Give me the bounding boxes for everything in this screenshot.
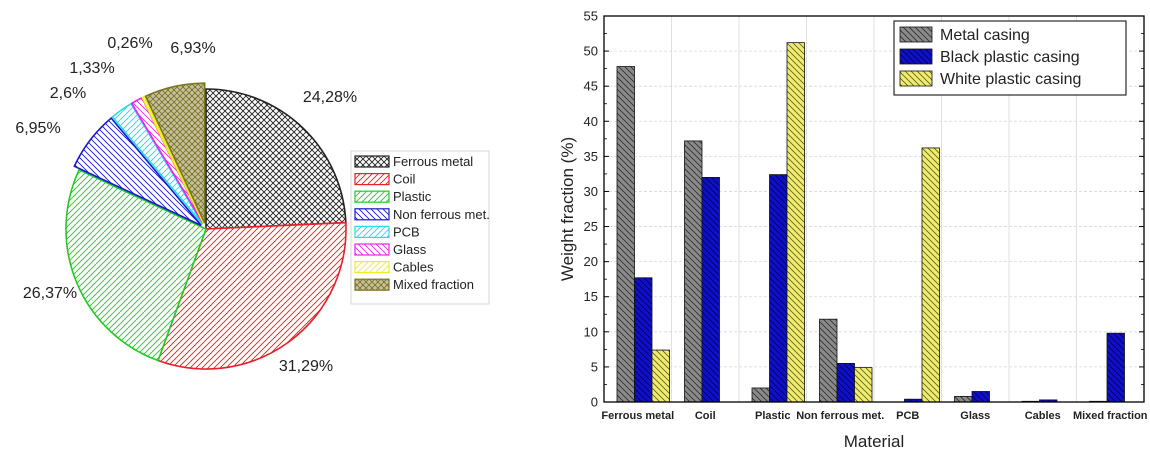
pie-legend-swatch-non-ferrous-met xyxy=(354,208,390,221)
pie-slice-cables xyxy=(141,95,205,224)
bar-legend-label-black-plastic-casing: Black plastic casing xyxy=(940,49,1080,66)
pie-slice-mixed-fraction xyxy=(144,82,206,224)
pie-label-mixed-fraction: 6,93% xyxy=(170,40,215,57)
pie-label-plastic: 26,37% xyxy=(23,285,77,302)
x-tick-label-coil: Coil xyxy=(695,410,716,422)
y-tick-label: 15 xyxy=(584,289,598,304)
pie-legend-label-pcb: PCB xyxy=(393,224,420,239)
bar-white-plastic-casing-non-ferrous-met xyxy=(854,367,873,403)
bar-metal-casing-plastic xyxy=(751,387,770,403)
bar-metal-casing-non-ferrous-met xyxy=(819,318,838,403)
bar-black-plastic-casing-mixed-fraction xyxy=(1106,332,1125,403)
y-tick-label: 50 xyxy=(584,44,598,59)
bar-black-plastic-casing-coil xyxy=(701,177,720,403)
y-tick-label: 55 xyxy=(584,9,598,24)
bar-legend-label-white-plastic-casing: White plastic casing xyxy=(940,71,1081,88)
x-axis-title: Material xyxy=(844,432,904,451)
pie-chart: 24,28% 31,29% 26,37% 6,95% 2,6% 1,33% 0,26% 6,9… xyxy=(15,35,357,375)
pie-label-non-ferrous-met: 6,95% xyxy=(15,120,60,137)
pie-slice-non-ferrous-met xyxy=(73,117,202,227)
pie-legend: Ferrous metal Coil Plastic Non ferrous met.… xyxy=(350,150,490,305)
bar-metal-casing-ferrous-metal xyxy=(616,66,635,403)
pie-label-pcb: 2,6% xyxy=(50,85,86,102)
pie-legend-swatch-glass xyxy=(354,243,390,256)
y-tick-label: 35 xyxy=(584,149,598,164)
pie-legend-swatch-pcb xyxy=(354,225,390,238)
bar-white-plastic-casing-plastic xyxy=(786,42,805,403)
bar-metal-casing-coil xyxy=(684,140,703,403)
pie-legend-label-cables: Cables xyxy=(393,260,434,275)
pie-legend-label-ferrous-metal: Ferrous metal xyxy=(393,154,473,169)
pie-slice-coil xyxy=(157,221,347,370)
bar-black-plastic-casing-glass xyxy=(971,391,990,403)
bar-legend-swatch-black-plastic-casing xyxy=(899,48,933,65)
y-tick-label: 40 xyxy=(584,114,598,129)
pie-slice-plastic xyxy=(65,168,208,362)
pie-legend-label-non-ferrous-met: Non ferrous met. xyxy=(393,207,490,222)
bar-legend-box xyxy=(893,20,1127,96)
pie-legend-swatch-cables xyxy=(354,261,390,274)
bar-black-plastic-casing-plastic xyxy=(769,174,788,403)
bar-legend-swatch-metal-casing xyxy=(899,26,933,43)
y-axis-title: Weight fraction (%) xyxy=(558,137,577,281)
bar-legend-label-metal-casing: Metal casing xyxy=(940,27,1030,44)
pie-legend-swatch-coil xyxy=(354,173,390,186)
x-tick-label-plastic: Plastic xyxy=(755,410,790,422)
pie-legend-label-plastic: Plastic xyxy=(393,189,432,204)
pie-slice-ferrous-metal xyxy=(205,88,347,230)
bar-black-plastic-casing-ferrous-metal xyxy=(634,277,653,403)
bar-white-plastic-casing-pcb xyxy=(921,147,940,403)
bar-chart: Ferrous metal Coil Plastic Non ferrous met.… xyxy=(558,9,1148,452)
y-tick-label: 25 xyxy=(584,219,598,234)
y-tick-label: 5 xyxy=(591,359,598,374)
bar-legend-swatch-white-plastic-casing xyxy=(899,70,933,87)
x-tick-label-mixed-fraction: Mixed fraction xyxy=(1073,410,1148,422)
pie-legend-swatch-ferrous-metal xyxy=(354,155,390,168)
y-tick-label: 0 xyxy=(591,395,598,410)
x-tick-label-cables: Cables xyxy=(1025,410,1061,422)
pie-legend-swatch-plastic xyxy=(354,190,390,203)
pie-legend-label-glass: Glass xyxy=(393,242,427,257)
pie-legend-swatch-mixed-fraction xyxy=(354,278,390,291)
pie-legend-label-coil: Coil xyxy=(393,172,416,187)
y-tick-label: 30 xyxy=(584,184,598,199)
x-tick-label-non-ferrous-met: Non ferrous met. xyxy=(796,410,884,422)
pie-label-glass: 1,33% xyxy=(69,60,114,77)
y-tick-label: 10 xyxy=(584,324,598,339)
pie-legend-label-mixed-fraction: Mixed fraction xyxy=(393,277,474,292)
x-tick-label-glass: Glass xyxy=(960,410,990,422)
x-tick-label-ferrous-metal: Ferrous metal xyxy=(601,410,674,422)
bar-white-plastic-casing-ferrous-metal xyxy=(651,349,670,403)
bar-black-plastic-casing-non-ferrous-met xyxy=(836,362,855,403)
pie-label-ferrous-metal: 24,28% xyxy=(303,89,357,106)
y-tick-label: 20 xyxy=(584,254,598,269)
pie-legend-box xyxy=(350,150,490,305)
pie-label-coil: 31,29% xyxy=(279,358,333,375)
pie-label-cables: 0,26% xyxy=(107,35,152,52)
bar-metal-casing-glass xyxy=(954,395,973,403)
y-tick-label: 45 xyxy=(584,79,598,94)
x-tick-label-pcb: PCB xyxy=(896,410,919,422)
